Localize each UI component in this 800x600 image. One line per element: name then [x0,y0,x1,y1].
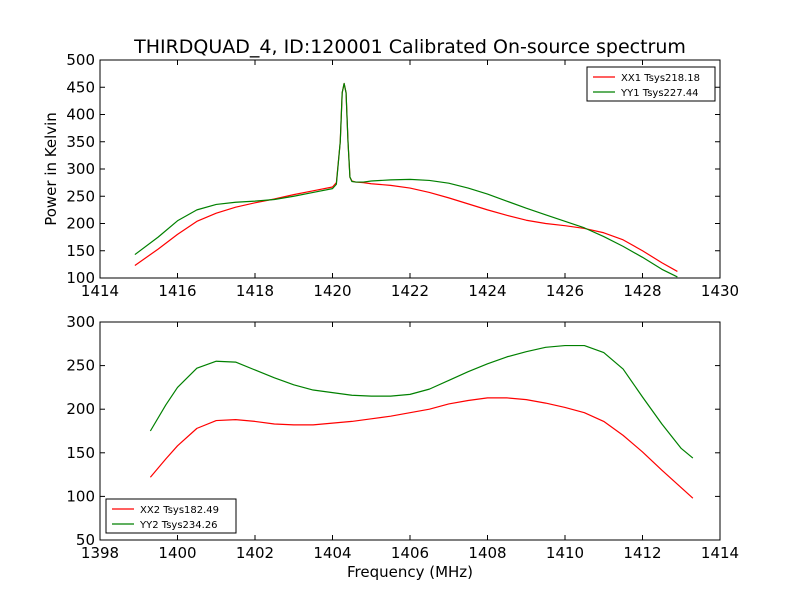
legend-label-0-1: YY1 Tsys227.44 [620,88,699,99]
y-tick-label-0-5: 350 [66,133,95,151]
x-tick-label-1-7: 1412 [623,544,661,562]
series-line-0-1 [134,82,678,278]
legend-label-0-0: XX1 Tsys218.18 [621,73,700,84]
bottom-x-axis-label: Frequency (MHz) [347,563,473,581]
x-tick-label-1-6: 1410 [546,544,584,562]
y-tick-label-1-5: 300 [66,313,95,331]
x-tick-label-0-8: 1430 [701,282,739,300]
x-tick-label-1-5: 1408 [468,544,506,562]
x-tick-label-1-3: 1404 [313,544,351,562]
y-tick-label-1-4: 250 [66,357,95,375]
x-tick-label-0-3: 1420 [313,282,351,300]
y-tick-label-1-1: 100 [66,487,95,505]
x-tick-label-1-8: 1414 [701,544,739,562]
y-tick-label-0-2: 200 [66,215,95,233]
legend-box-1 [105,498,237,534]
top-spectrum-panel: 1414 1416 1418 1420 1422 1424 1426 1428 1430 100 1… [66,51,739,300]
x-tick-label-1-1: 1400 [158,544,196,562]
y-tick-label-0-8: 500 [66,51,95,69]
y-tick-label-1-0: 50 [76,531,95,549]
x-tick-label-0-7: 1428 [623,282,661,300]
legend-label-1-0: XX2 Tsys182.49 [140,505,219,516]
x-tick-label-0-2: 1418 [236,282,274,300]
y-tick-label-0-1: 150 [66,242,95,260]
x-tick-label-0-6: 1426 [546,282,584,300]
y-tick-label-1-3: 200 [66,400,95,418]
x-tick-label-1-4: 1406 [391,544,429,562]
y-tick-label-1-2: 150 [66,444,95,462]
legend-box-0 [586,66,716,102]
bottom-spectrum-panel: 1398 1400 1402 1404 1406 1408 1410 1412 1414 50 10… [66,313,739,562]
x-tick-label-0-0: 1414 [81,282,119,300]
series-line-1-0 [149,397,694,499]
x-tick-label-1-2: 1402 [236,544,274,562]
y-tick-label-0-3: 250 [66,187,95,205]
x-tick-label-1-0: 1398 [81,544,119,562]
top-y-axis-label: Power in Kelvin [42,112,60,226]
chart-title: THIRDQUAD_4, ID:120001 Calibrated On-sou… [133,36,686,58]
y-tick-label-0-7: 450 [66,78,95,96]
y-tick-label-0-0: 100 [66,269,95,287]
x-tick-label-0-5: 1424 [468,282,506,300]
legend-label-1-1: YY2 Tsys234.26 [139,520,218,531]
series-line-1-1 [149,344,694,459]
x-tick-label-0-4: 1422 [391,282,429,300]
x-tick-label-0-1: 1416 [158,282,196,300]
y-tick-label-0-4: 300 [66,160,95,178]
y-tick-label-0-6: 400 [66,106,95,124]
